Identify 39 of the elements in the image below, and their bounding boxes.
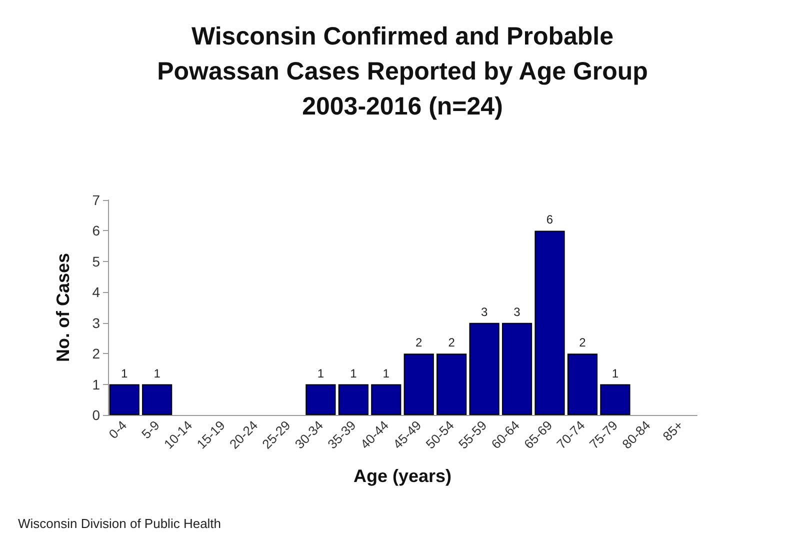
y-axis-title: No. of Cases	[53, 252, 73, 362]
y-tick-label: 2	[92, 346, 100, 362]
x-tick-label: 0-4	[106, 418, 130, 442]
x-tick-label: 85+	[660, 418, 686, 444]
y-tick-label: 1	[92, 376, 100, 392]
bar	[371, 384, 402, 415]
text: Wisconsin Division of Public Health	[18, 516, 222, 531]
data-label: 3	[514, 304, 521, 319]
bar	[306, 384, 336, 415]
data-label: 2	[448, 336, 456, 350]
data-label: 1	[612, 366, 619, 380]
bar	[404, 354, 434, 415]
data-label: 1	[154, 366, 161, 380]
x-tick-label: 5-9	[138, 418, 162, 442]
bar	[600, 384, 630, 415]
data-label: 1	[350, 366, 358, 380]
data-label: 2	[416, 336, 423, 350]
y-tick-label: 7	[92, 192, 100, 208]
bar	[109, 384, 140, 415]
bar	[534, 230, 565, 415]
y-tick-label: 5	[92, 253, 100, 270]
chart-title: Wisconsin Confirmed and Probable Powassan Cases Reported by Age Group 2003-2016 (n=24)	[157, 22, 648, 120]
bar	[338, 384, 368, 415]
data-label: 6	[546, 212, 554, 227]
bar	[142, 384, 172, 415]
y-tick-label: 3	[92, 314, 100, 331]
y-tick-label: 0	[92, 407, 100, 423]
x-axis-title: Age (years)	[353, 466, 452, 486]
bar	[567, 354, 598, 415]
y-tick-label: 6	[92, 222, 100, 239]
y-tick-label: 4	[92, 284, 100, 300]
bar	[436, 354, 467, 415]
data-label: 1	[317, 366, 324, 380]
bar	[469, 322, 500, 415]
data-label: 3	[480, 304, 488, 319]
data-label: 2	[579, 336, 586, 350]
bar	[502, 322, 532, 415]
data-label: 1	[121, 366, 128, 380]
data-label: 1	[382, 366, 390, 380]
